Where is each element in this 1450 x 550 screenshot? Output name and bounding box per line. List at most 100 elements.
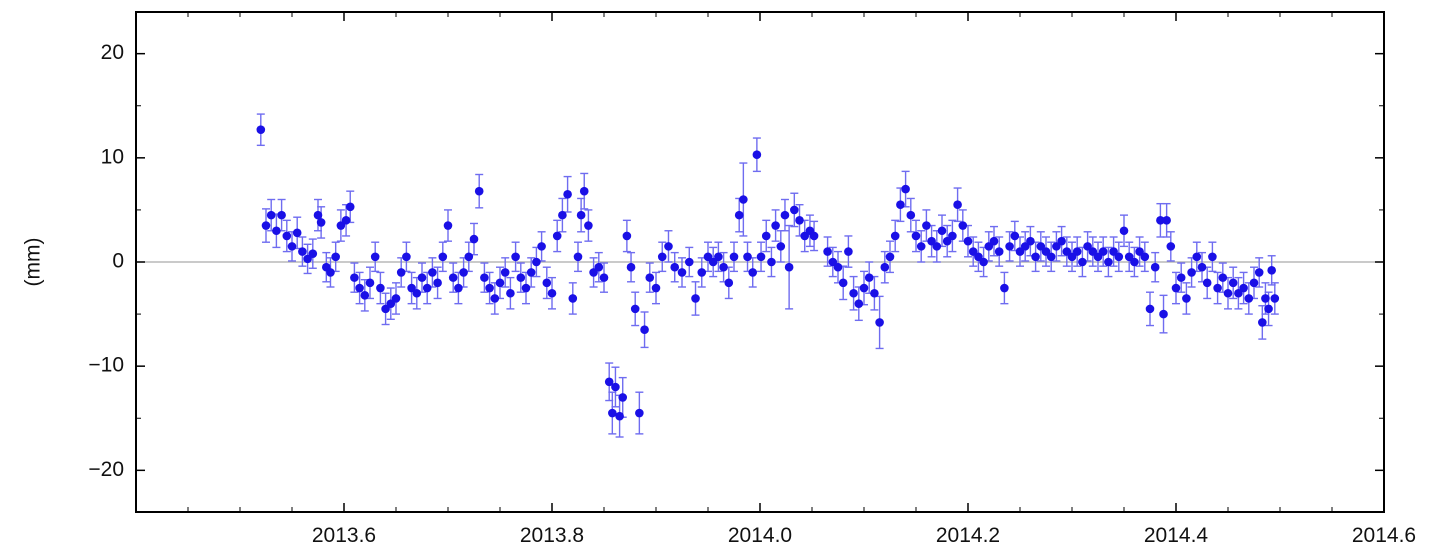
data-point <box>1171 283 1181 293</box>
y-tick-label: −20 <box>88 458 124 481</box>
data-point <box>657 252 667 262</box>
data-point <box>1244 294 1254 303</box>
data-point <box>1192 252 1202 262</box>
data-point <box>454 283 463 293</box>
data-point <box>292 228 302 238</box>
data-point <box>1052 242 1061 251</box>
data-point <box>1067 252 1077 262</box>
data-point <box>308 249 318 258</box>
data-point <box>313 210 323 220</box>
data-point <box>547 288 557 298</box>
point-layer <box>256 125 1280 421</box>
data-point <box>1015 247 1025 256</box>
data-point <box>1197 262 1207 272</box>
data-point <box>748 268 758 277</box>
data-point <box>901 184 910 194</box>
data-point <box>266 210 276 220</box>
data-point <box>438 252 448 262</box>
data-point <box>402 252 411 262</box>
data-point <box>922 221 931 230</box>
data-point <box>844 247 853 256</box>
data-point <box>277 210 286 220</box>
data-point <box>576 210 586 220</box>
data-point <box>1267 266 1276 275</box>
data-point <box>640 325 649 335</box>
data-point <box>703 252 713 262</box>
data-point <box>376 283 385 293</box>
data-point <box>1159 309 1168 319</box>
data-point <box>331 252 340 262</box>
data-point <box>948 231 957 241</box>
data-point <box>282 231 292 241</box>
data-point <box>1208 252 1217 262</box>
data-point <box>670 262 680 272</box>
data-point <box>256 125 266 135</box>
data-point <box>558 210 567 220</box>
data-point <box>1270 294 1280 303</box>
data-point <box>1104 257 1113 267</box>
data-point <box>1057 236 1066 246</box>
y-tick-label: 10 <box>101 145 124 168</box>
data-point <box>963 236 973 246</box>
data-point <box>303 254 312 264</box>
data-point <box>677 268 687 277</box>
data-point <box>708 257 718 267</box>
data-point <box>1202 278 1212 288</box>
data-point <box>611 382 620 392</box>
data-point <box>1239 283 1248 293</box>
data-point <box>500 268 510 277</box>
data-point <box>885 252 895 262</box>
data-point <box>880 262 890 272</box>
data-point <box>579 186 589 196</box>
data-point <box>1258 318 1267 327</box>
data-point <box>927 236 936 246</box>
data-point <box>1046 252 1056 262</box>
data-point <box>756 252 766 262</box>
data-point <box>1010 231 1020 241</box>
data-point <box>1109 247 1118 256</box>
data-point <box>350 273 359 282</box>
data-point <box>743 252 752 262</box>
data-point <box>1213 283 1222 293</box>
data-point <box>1140 252 1150 262</box>
data-point <box>780 210 790 220</box>
data-point <box>345 202 355 212</box>
data-point <box>630 304 640 314</box>
data-point <box>979 257 988 267</box>
data-point <box>1119 226 1129 236</box>
data-point <box>542 278 552 288</box>
data-point <box>615 411 624 421</box>
data-point <box>1130 257 1139 267</box>
data-point <box>341 216 351 225</box>
data-point <box>896 200 905 210</box>
data-point <box>622 231 632 241</box>
y-axis-label: (mm) <box>22 238 45 287</box>
data-point <box>1187 268 1196 277</box>
data-point <box>1036 242 1046 251</box>
data-point <box>859 283 869 293</box>
data-point <box>838 278 848 288</box>
data-point <box>739 195 748 204</box>
data-point <box>1098 247 1108 256</box>
data-point <box>417 273 427 282</box>
x-tick-label: 2013.6 <box>312 524 376 547</box>
data-point <box>386 299 396 308</box>
data-point <box>651 283 661 293</box>
data-point <box>1166 242 1176 251</box>
data-point <box>1223 288 1233 298</box>
data-point <box>734 210 744 220</box>
data-point <box>485 283 494 293</box>
data-point <box>298 247 307 256</box>
data-point <box>563 189 572 199</box>
x-tick-label: 2014.4 <box>1144 524 1209 547</box>
data-point <box>790 205 799 215</box>
data-point <box>761 231 771 241</box>
data-point <box>594 262 604 272</box>
data-point <box>336 221 346 230</box>
data-point <box>1083 242 1092 251</box>
data-point <box>1156 216 1165 225</box>
data-point <box>1162 216 1171 225</box>
data-point <box>1261 294 1270 303</box>
data-point <box>1249 278 1259 288</box>
data-point <box>937 226 947 236</box>
